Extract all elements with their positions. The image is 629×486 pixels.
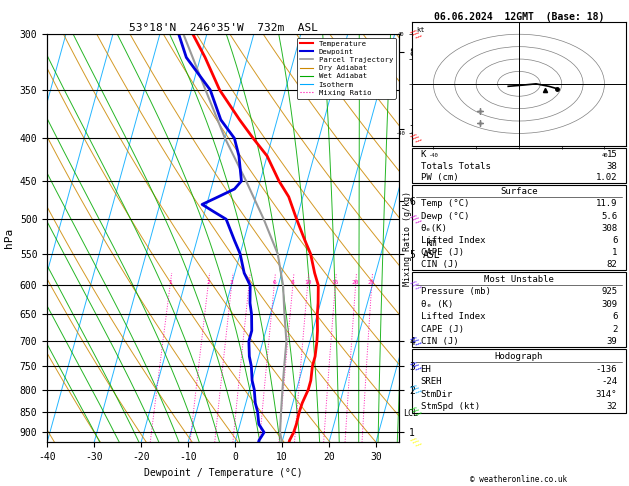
Text: ///: /// <box>409 383 422 396</box>
Text: 10: 10 <box>304 280 311 285</box>
Text: Pressure (mb): Pressure (mb) <box>421 287 491 296</box>
Text: StmDir: StmDir <box>421 390 453 399</box>
Text: ///: /// <box>409 405 422 418</box>
Text: ///: /// <box>409 360 422 373</box>
Text: 308: 308 <box>601 224 617 233</box>
Text: 3: 3 <box>230 280 233 285</box>
Text: 4: 4 <box>247 280 251 285</box>
Text: Dewp (°C): Dewp (°C) <box>421 211 469 221</box>
Text: Most Unstable: Most Unstable <box>484 275 554 283</box>
Text: 11.9: 11.9 <box>596 199 617 208</box>
Text: 8: 8 <box>291 280 295 285</box>
Text: Surface: Surface <box>500 187 538 196</box>
Text: -136: -136 <box>596 364 617 374</box>
Text: StmSpd (kt): StmSpd (kt) <box>421 402 480 412</box>
Text: 25: 25 <box>368 280 376 285</box>
Title: 53°18'N  246°35'W  732m  ASL: 53°18'N 246°35'W 732m ASL <box>129 23 318 33</box>
Text: 6: 6 <box>272 280 276 285</box>
Text: ///: /// <box>409 278 422 292</box>
Text: 6: 6 <box>612 312 617 321</box>
Text: CIN (J): CIN (J) <box>421 260 458 269</box>
Text: CIN (J): CIN (J) <box>421 337 458 347</box>
Text: ///: /// <box>409 27 422 41</box>
Text: Hodograph: Hodograph <box>495 352 543 361</box>
Text: Totals Totals: Totals Totals <box>421 162 491 171</box>
Text: Lifted Index: Lifted Index <box>421 236 485 245</box>
Text: 309: 309 <box>601 300 617 309</box>
Text: 06.06.2024  12GMT  (Base: 18): 06.06.2024 12GMT (Base: 18) <box>434 12 604 22</box>
Y-axis label: km
ASL: km ASL <box>423 238 440 260</box>
Text: 925: 925 <box>601 287 617 296</box>
Text: kt: kt <box>416 27 425 33</box>
Text: LCL: LCL <box>403 409 418 418</box>
Text: 15: 15 <box>606 150 617 159</box>
Text: 5.6: 5.6 <box>601 211 617 221</box>
Text: CAPE (J): CAPE (J) <box>421 248 464 257</box>
Text: 39: 39 <box>606 337 617 347</box>
Text: 6: 6 <box>612 236 617 245</box>
Text: 82: 82 <box>606 260 617 269</box>
Text: © weatheronline.co.uk: © weatheronline.co.uk <box>470 474 567 484</box>
Text: ///: /// <box>409 212 422 226</box>
Text: 1: 1 <box>168 280 172 285</box>
Text: ///: /// <box>409 334 422 348</box>
Text: 2: 2 <box>206 280 210 285</box>
Text: Temp (°C): Temp (°C) <box>421 199 469 208</box>
Text: 32: 32 <box>606 402 617 412</box>
Y-axis label: hPa: hPa <box>4 228 14 248</box>
Text: -24: -24 <box>601 377 617 386</box>
Text: 314°: 314° <box>596 390 617 399</box>
Text: SREH: SREH <box>421 377 442 386</box>
Text: 20: 20 <box>352 280 359 285</box>
Text: CAPE (J): CAPE (J) <box>421 325 464 334</box>
Legend: Temperature, Dewpoint, Parcel Trajectory, Dry Adiabat, Wet Adiabat, Isotherm, Mi: Temperature, Dewpoint, Parcel Trajectory… <box>297 37 396 99</box>
Text: Mixing Ratio (g/kg): Mixing Ratio (g/kg) <box>403 191 411 286</box>
Text: 1: 1 <box>612 248 617 257</box>
Text: ///: /// <box>409 435 422 449</box>
Text: PW (cm): PW (cm) <box>421 174 458 182</box>
Text: EH: EH <box>421 364 431 374</box>
Text: 2: 2 <box>612 325 617 334</box>
Text: 38: 38 <box>606 162 617 171</box>
X-axis label: Dewpoint / Temperature (°C): Dewpoint / Temperature (°C) <box>144 468 303 478</box>
Text: 1.02: 1.02 <box>596 174 617 182</box>
Text: θₑ (K): θₑ (K) <box>421 300 453 309</box>
Text: ///: /// <box>409 132 422 145</box>
Text: 15: 15 <box>331 280 339 285</box>
Text: Lifted Index: Lifted Index <box>421 312 485 321</box>
Text: θₑ(K): θₑ(K) <box>421 224 447 233</box>
Text: K: K <box>421 150 426 159</box>
